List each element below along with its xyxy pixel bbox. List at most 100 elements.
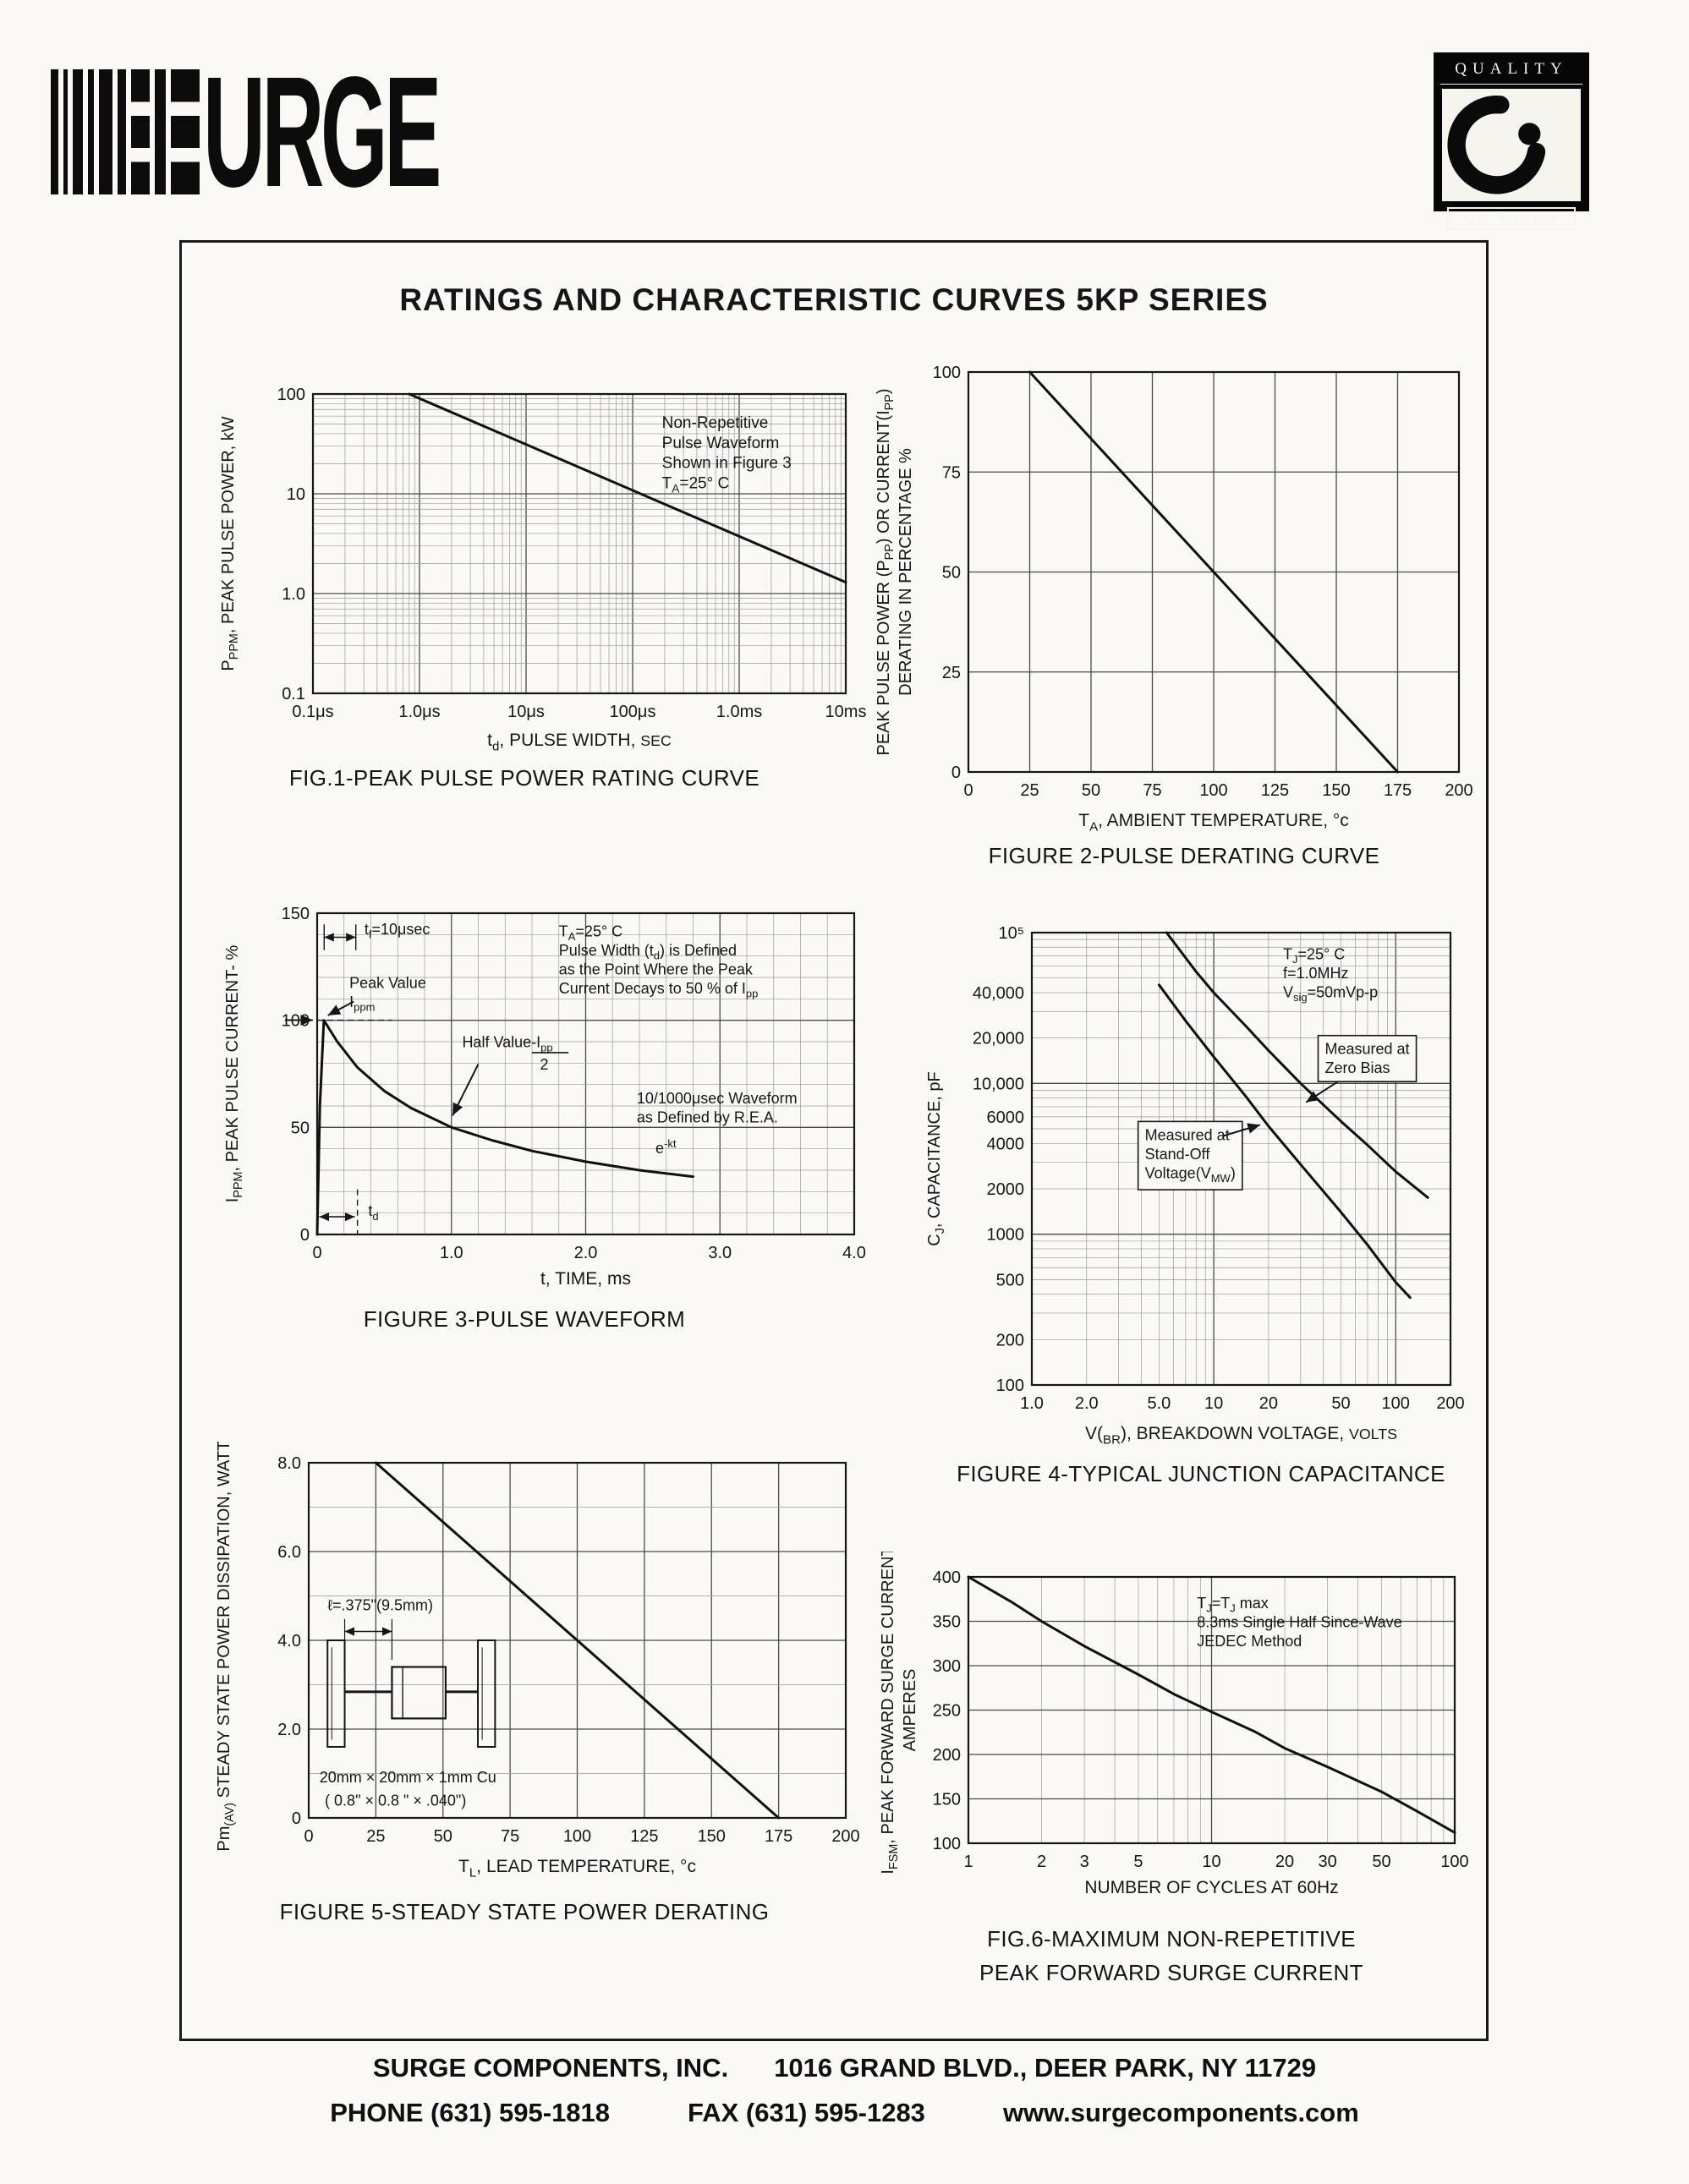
logo-bar bbox=[63, 69, 68, 194]
svg-text:PPPM, PEAK PULSE POWER, kW: PPPM, PEAK PULSE POWER, kW bbox=[219, 416, 241, 671]
svg-text:Half Value-Ipp: Half Value-Ipp bbox=[462, 1034, 552, 1054]
svg-text:125: 125 bbox=[1261, 781, 1289, 800]
chart-annotation: Peak Value Ippm bbox=[349, 974, 426, 1013]
svg-text:Vsig=50mVp-p: Vsig=50mVp-p bbox=[1283, 983, 1378, 1004]
svg-text:10/1000μsec Waveform: 10/1000μsec Waveform bbox=[637, 1090, 798, 1107]
svg-text:10: 10 bbox=[1204, 1394, 1223, 1413]
svg-text:10ms: 10ms bbox=[825, 703, 867, 721]
measured-at-standoff-voltage bbox=[1157, 983, 1412, 1300]
svg-text:1.0: 1.0 bbox=[440, 1244, 463, 1262]
svg-text:2000: 2000 bbox=[987, 1180, 1025, 1199]
svg-text:V(BR), BREAKDOWN VOLTAGE, VOL: V(BR), BREAKDOWN VOLTAGE, VOLTS bbox=[1085, 1424, 1397, 1448]
svg-text:1.0: 1.0 bbox=[282, 585, 305, 604]
svg-text:50: 50 bbox=[1372, 1853, 1390, 1871]
svg-text:100: 100 bbox=[1382, 1394, 1410, 1413]
svg-text:Pulse Waveform: Pulse Waveform bbox=[662, 435, 780, 452]
footer-fax: FAX (631) 595-1283 bbox=[688, 2098, 925, 2127]
svg-text:IPPM, PEAK PULSE CURRENT- %: IPPM, PEAK PULSE CURRENT- % bbox=[223, 944, 245, 1202]
svg-text:400: 400 bbox=[933, 1568, 961, 1587]
svg-text:2: 2 bbox=[1037, 1853, 1046, 1871]
svg-text:75: 75 bbox=[1143, 781, 1161, 800]
svg-text:TL, LEAD TEMPERATURE, °c: TL, LEAD TEMPERATURE, °c bbox=[458, 1857, 696, 1880]
svg-text:100: 100 bbox=[996, 1377, 1024, 1395]
fig1-peak-pulse-power-chart: 0.1μs 1.0μs 10μs 100μs 1.0ms 10ms 100 10 1.0 0.1 t… bbox=[211, 379, 880, 759]
logo-bar bbox=[155, 69, 166, 194]
footer-phone: PHONE (631) 595-1818 bbox=[330, 2098, 611, 2127]
fig2-plot: 0 25 50 75 100 125 150 175 200 0 25 50 75 100 TA, AMBI… bbox=[875, 364, 1473, 835]
svg-text:6000: 6000 bbox=[987, 1108, 1025, 1127]
footer-contact-line: PHONE (631) 595-1818 FAX (631) 595-1283 … bbox=[0, 2098, 1689, 2128]
fig6-surge-current-chart: 1 2 3 5 10 20 30 50 100 100 150 200 250 300 350 400 NUMB… bbox=[871, 1546, 1484, 1907]
svg-text:5: 5 bbox=[1133, 1853, 1143, 1871]
svg-text:0: 0 bbox=[951, 764, 961, 782]
svg-text:350: 350 bbox=[933, 1613, 961, 1632]
svg-text:30: 30 bbox=[1319, 1853, 1337, 1871]
chart-annotation: 10/1000μsec Waveform as Defined by R.E.A. bbox=[637, 1090, 798, 1126]
logo-bar bbox=[88, 69, 94, 194]
pulse-waveform bbox=[315, 1019, 694, 1236]
svg-text:ℓ=.375"(9.5mm): ℓ=.375"(9.5mm) bbox=[327, 1596, 433, 1613]
fig6-plot: 1 2 3 5 10 20 30 50 100 100 150 200 250 300 350 400 NUMB… bbox=[879, 1546, 1469, 1897]
svg-text:Voltage(VMW): Voltage(VMW) bbox=[1145, 1164, 1236, 1185]
svg-text:Current Decays to 50 % of Ipp: Current Decays to 50 % of Ipp bbox=[559, 980, 759, 1000]
logo-bar bbox=[73, 69, 83, 194]
svg-text:6.0: 6.0 bbox=[277, 1543, 301, 1562]
logo-bar bbox=[118, 69, 126, 194]
fig4-plot: 1.0 2.0 5.0 10 20 50 100 200 100 200 500 1000 2000 40… bbox=[925, 924, 1465, 1448]
svg-text:20: 20 bbox=[1259, 1394, 1278, 1413]
svg-text:e-kt: e-kt bbox=[655, 1137, 677, 1157]
svg-text:8.0: 8.0 bbox=[277, 1454, 301, 1473]
svg-text:200: 200 bbox=[996, 1331, 1024, 1349]
svg-text:1000: 1000 bbox=[987, 1226, 1025, 1245]
fig2-pulse-derating-chart: 0 25 50 75 100 125 150 175 200 0 25 50 75 100 TA, AMBI… bbox=[867, 353, 1484, 840]
svg-text:Peak Value: Peak Value bbox=[349, 974, 426, 991]
svg-text:TJ=25° C: TJ=25° C bbox=[1283, 945, 1345, 966]
peak-pulse-power-kw bbox=[408, 392, 847, 584]
chart-annotation: 2 bbox=[540, 1056, 549, 1073]
svg-text:50: 50 bbox=[1082, 781, 1100, 800]
svg-text:100: 100 bbox=[933, 364, 961, 382]
svg-text:Measured at: Measured at bbox=[1325, 1041, 1410, 1058]
curves-panel-border bbox=[179, 240, 1489, 2041]
svg-text:2.0: 2.0 bbox=[574, 1244, 598, 1262]
fig1-caption: FIG.1-PEAK PULSE POWER RATING CURVE bbox=[288, 765, 760, 791]
svg-text:tf=10μsec: tf=10μsec bbox=[365, 921, 430, 941]
svg-text:125: 125 bbox=[630, 1827, 658, 1846]
chart-annotation: tf=10μsec bbox=[365, 921, 430, 941]
fig3-plot: 0 1.0 2.0 3.0 4.0 0 50 100 150 t, TIME, ms IPPM, P… bbox=[223, 905, 866, 1289]
svg-text:0.1: 0.1 bbox=[282, 685, 305, 703]
svg-text:25: 25 bbox=[1020, 781, 1039, 800]
fig5-caption: FIGURE 5-STEADY STATE POWER DERATING bbox=[279, 1899, 770, 1924]
svg-text:2: 2 bbox=[540, 1056, 549, 1073]
fig4-caption: FIGURE 4-TYPICAL JUNCTION CAPACITANCE bbox=[957, 1461, 1445, 1486]
svg-text:0.1μs: 0.1μs bbox=[292, 703, 333, 721]
fig6-caption-line2: PEAK FORWARD SURGE CURRENT bbox=[979, 1960, 1363, 1985]
chart-annotation: Half Value-Ipp bbox=[462, 1034, 552, 1054]
svg-text:f=1.0MHz: f=1.0MHz bbox=[1283, 965, 1349, 982]
svg-text:50: 50 bbox=[1331, 1394, 1350, 1413]
svg-text:DERATING IN PERCENTAGE %: DERATING IN PERCENTAGE % bbox=[897, 448, 915, 696]
svg-text:3.0: 3.0 bbox=[708, 1244, 732, 1262]
logo-bar bbox=[99, 69, 112, 194]
svg-text:200: 200 bbox=[933, 1746, 961, 1765]
svg-text:4.0: 4.0 bbox=[842, 1244, 866, 1262]
svg-text:Zero Bias: Zero Bias bbox=[1325, 1059, 1390, 1076]
svg-text:20: 20 bbox=[1275, 1853, 1294, 1871]
svg-text:200: 200 bbox=[1436, 1394, 1464, 1413]
svg-text:10: 10 bbox=[287, 485, 305, 504]
svg-text:0: 0 bbox=[292, 1809, 301, 1828]
svg-text:TA=25° C: TA=25° C bbox=[662, 474, 730, 495]
svg-text:2.0: 2.0 bbox=[1075, 1394, 1099, 1413]
svg-text:100: 100 bbox=[933, 1835, 961, 1853]
svg-text:td: td bbox=[368, 1202, 378, 1223]
svg-text:10⁵: 10⁵ bbox=[998, 924, 1024, 943]
fig4-junction-capacitance-chart: 1.0 2.0 5.0 10 20 50 100 200 100 200 500 1000 2000 40… bbox=[918, 911, 1484, 1453]
chart-annotation: td bbox=[368, 1202, 378, 1223]
svg-text:1: 1 bbox=[963, 1853, 973, 1871]
svg-text:100: 100 bbox=[1199, 781, 1227, 800]
svg-text:as the Point Where the Peak: as the Point Where the Peak bbox=[559, 961, 754, 978]
fig1-plot: 0.1μs 1.0μs 10μs 100μs 1.0ms 10ms 100 10 1.0 0.1 t… bbox=[219, 386, 867, 754]
svg-text:t, TIME, ms: t, TIME, ms bbox=[540, 1269, 631, 1289]
svg-text:TA=25° C: TA=25° C bbox=[559, 923, 622, 944]
svg-text:1.0: 1.0 bbox=[1020, 1394, 1044, 1413]
